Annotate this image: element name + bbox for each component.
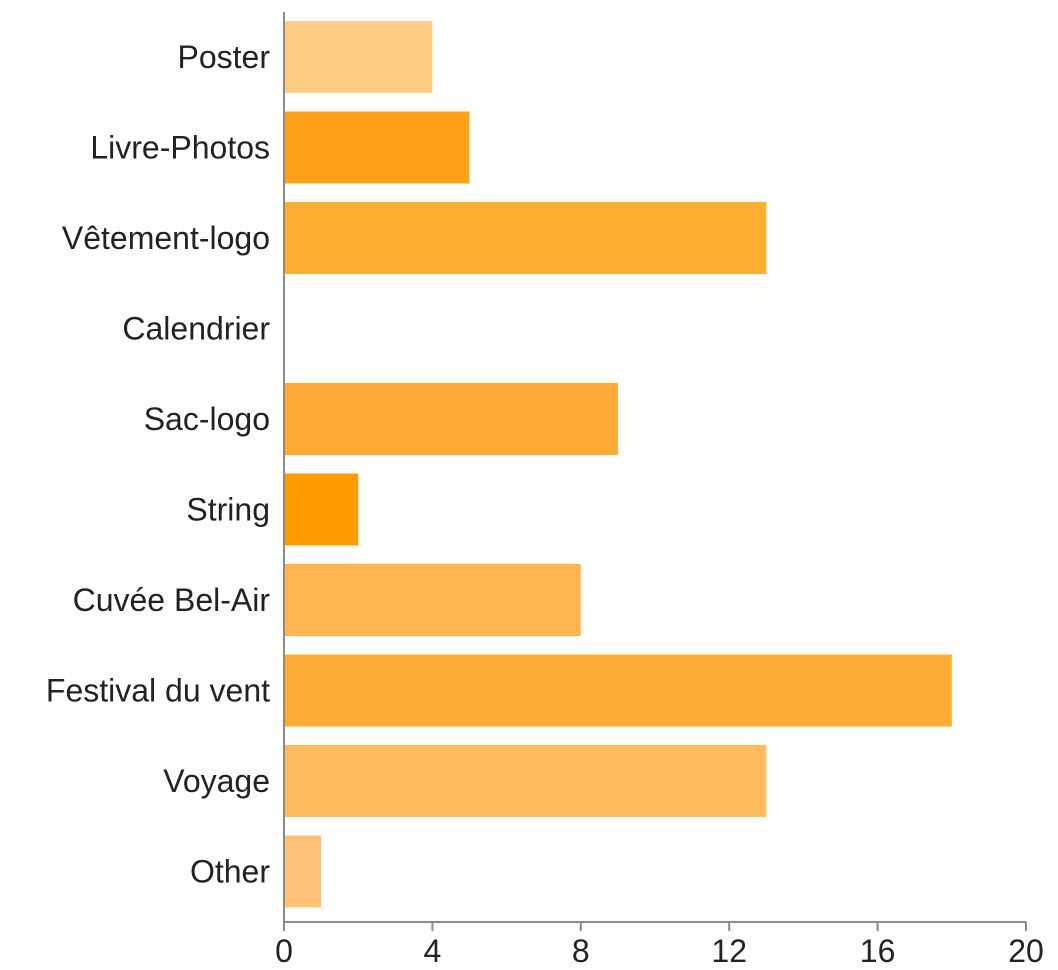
category-label: String [186,492,270,528]
bars-group [285,21,952,908]
bar-voyage [285,745,767,817]
category-label: Other [190,854,270,890]
category-labels: Poster Livre-Photos Vêtement-logo Calendrie… [46,39,270,890]
category-label: Festival du vent [46,673,270,709]
category-label: Cuvée Bel-Air [73,582,271,618]
category-label: Poster [178,39,271,75]
bar-festival-du-vent [285,654,952,727]
category-label: Vêtement-logo [62,220,270,256]
category-label: Calendrier [122,311,270,347]
x-tick-label: 4 [424,933,442,969]
bar-v-tement-logo [285,202,767,274]
category-label: Voyage [163,763,270,799]
category-label: Sac-logo [144,401,270,437]
x-axis-ticks: 0 4 8 12 16 20 [275,922,1044,969]
bar-sac-logo [285,383,618,455]
x-tick-label: 0 [275,933,293,969]
x-tick-label: 12 [711,933,747,969]
bar-poster [285,21,433,93]
category-label: Livre-Photos [90,130,270,166]
bar-livre-photos [285,111,470,184]
x-tick-label: 8 [572,933,590,969]
x-tick-label: 20 [1008,933,1044,969]
bar-cuv-e-bel-air [285,564,581,636]
x-tick-label: 16 [860,933,896,969]
bar-other [285,835,322,908]
bar-string [285,473,359,546]
